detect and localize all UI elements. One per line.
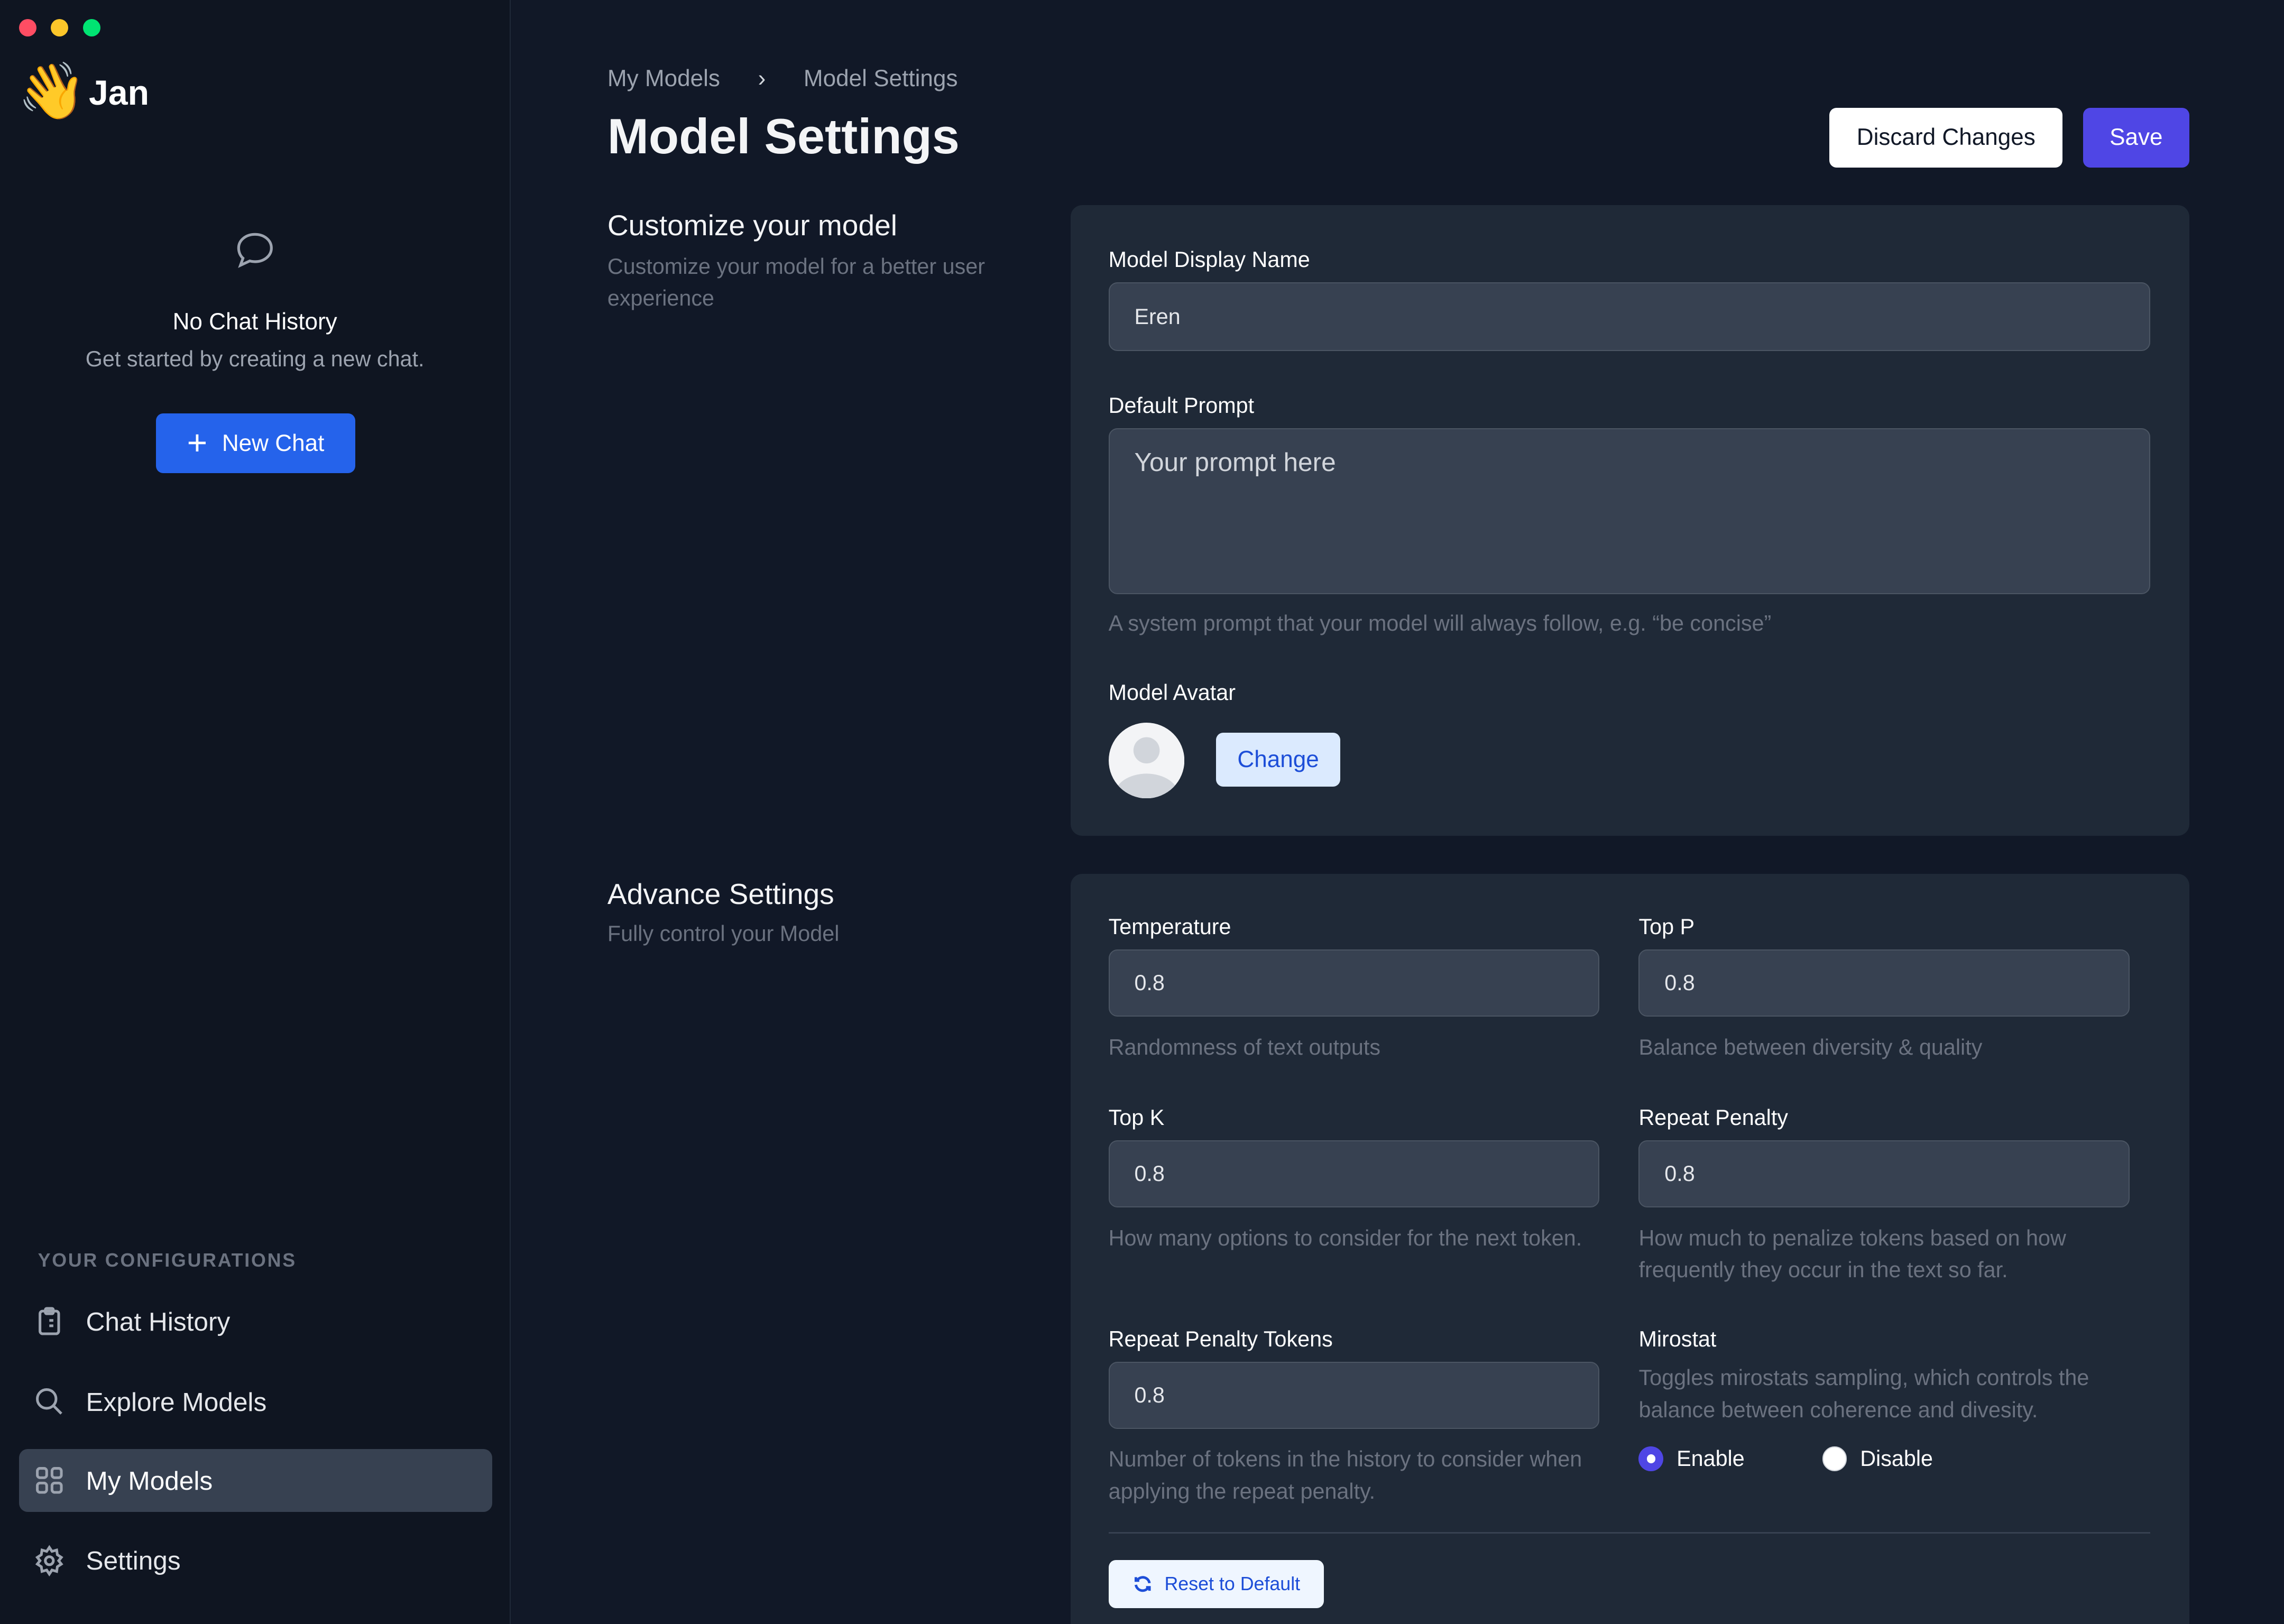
empty-state-subtitle: Get started by creating a new chat. — [85, 346, 425, 371]
repeat-penalty-tokens-label: Repeat Penalty Tokens — [1108, 1326, 1333, 1351]
advanced-card: Temperature 0.8 Randomness of text outpu… — [1070, 874, 2189, 1624]
minimize-window-button[interactable] — [51, 19, 69, 36]
chevron-right-icon: › — [758, 65, 766, 91]
refresh-icon — [1134, 1576, 1151, 1592]
close-window-button[interactable] — [19, 19, 36, 36]
repeat-penalty-tokens-input[interactable]: 0.8 — [1108, 1362, 1600, 1429]
clipboard-icon — [39, 1307, 60, 1335]
customize-card: Model Display Name Eren Default Prompt Y… — [1070, 205, 2189, 836]
temperature-label: Temperature — [1108, 915, 1231, 939]
top-k-label: Top K — [1108, 1105, 1165, 1130]
mirostat-disable-radio[interactable]: Disable — [1822, 1446, 1933, 1471]
default-prompt-textarea[interactable]: Your prompt here — [1108, 428, 2150, 595]
avatar-label: Model Avatar — [1108, 680, 1236, 705]
repeat-penalty-label: Repeat Penalty — [1638, 1105, 1788, 1130]
maximize-window-button[interactable] — [83, 19, 101, 36]
grid-icon — [36, 1467, 63, 1494]
search-icon — [36, 1388, 63, 1415]
disable-label: Disable — [1860, 1446, 1933, 1471]
divider — [1108, 1532, 2150, 1534]
radio-unchecked-icon — [1822, 1446, 1847, 1471]
display-name-input[interactable]: Eren — [1108, 282, 2150, 351]
sidebar-item-label: Chat History — [86, 1307, 231, 1337]
advanced-title: Advance Settings — [607, 877, 834, 910]
temperature-help: Randomness of text outputs — [1108, 1035, 1381, 1059]
temperature-input[interactable]: 0.8 — [1108, 949, 1600, 1017]
new-chat-button[interactable]: + New Chat — [155, 413, 356, 474]
page-title: Model Settings — [607, 108, 960, 164]
top-p-help: Balance between diversity & quality — [1638, 1035, 1983, 1059]
avatar — [1108, 722, 1184, 798]
display-name-label: Model Display Name — [1108, 247, 1310, 272]
top-p-label: Top P — [1638, 915, 1695, 939]
sidebar-item-explore-models[interactable]: Explore Models — [19, 1371, 492, 1433]
sidebar-item-my-models[interactable]: My Models — [19, 1449, 493, 1512]
reset-label: Reset to Default — [1164, 1573, 1301, 1594]
reset-to-default-button[interactable]: Reset to Default — [1108, 1560, 1324, 1608]
customize-subtitle: Customize your model for a better user e… — [607, 254, 985, 311]
sidebar-item-settings[interactable]: Settings — [19, 1529, 492, 1592]
enable-label: Enable — [1677, 1446, 1745, 1471]
plus-icon: + — [187, 423, 208, 463]
top-k-input[interactable]: 0.8 — [1108, 1140, 1600, 1207]
change-avatar-button[interactable]: Change — [1216, 732, 1340, 787]
app-name: Jan — [89, 73, 149, 113]
sidebar: 👋 Jan No Chat History Get started by cre… — [0, 0, 511, 1624]
repeat-penalty-input[interactable]: 0.8 — [1638, 1140, 2130, 1207]
mirostat-help: Toggles mirostats sampling, which contro… — [1638, 1365, 2089, 1422]
section-title: YOUR CONFIGURATIONS — [38, 1249, 297, 1271]
radio-checked-icon — [1638, 1446, 1664, 1471]
save-button[interactable]: Save — [2083, 107, 2189, 168]
prompt-help: A system prompt that your model will alw… — [1108, 611, 1772, 635]
mirostat-label: Mirostat — [1638, 1326, 1717, 1351]
repeat-penalty-help: How much to penalize tokens based on how… — [1638, 1225, 2066, 1282]
top-p-input[interactable]: 0.8 — [1638, 949, 2130, 1017]
breadcrumb-model-settings: Model Settings — [803, 65, 958, 91]
customize-title: Customize your model — [607, 208, 897, 242]
sidebar-item-label: Explore Models — [86, 1387, 267, 1417]
sidebar-item-label: My Models — [86, 1465, 213, 1496]
chat-bubble-icon — [237, 233, 273, 268]
discard-changes-button[interactable]: Discard Changes — [1829, 107, 2063, 168]
empty-state-title: No Chat History — [172, 309, 337, 335]
default-prompt-label: Default Prompt — [1108, 393, 1255, 418]
breadcrumb-my-models[interactable]: My Models — [607, 65, 720, 91]
advanced-subtitle: Fully control your Model — [607, 921, 840, 946]
new-chat-label: New Chat — [222, 430, 325, 456]
repeat-penalty-tokens-help: Number of tokens in the history to consi… — [1108, 1447, 1582, 1503]
waving-hand-icon: 👋 — [17, 60, 87, 123]
top-k-help: How many options to consider for the nex… — [1108, 1225, 1582, 1250]
breadcrumb: My Models › Model Settings — [607, 66, 958, 92]
sidebar-item-chat-history[interactable]: Chat History — [19, 1290, 492, 1353]
gear-icon — [35, 1545, 64, 1576]
mirostat-enable-radio[interactable]: Enable — [1638, 1446, 1745, 1471]
sidebar-item-label: Settings — [86, 1546, 181, 1576]
